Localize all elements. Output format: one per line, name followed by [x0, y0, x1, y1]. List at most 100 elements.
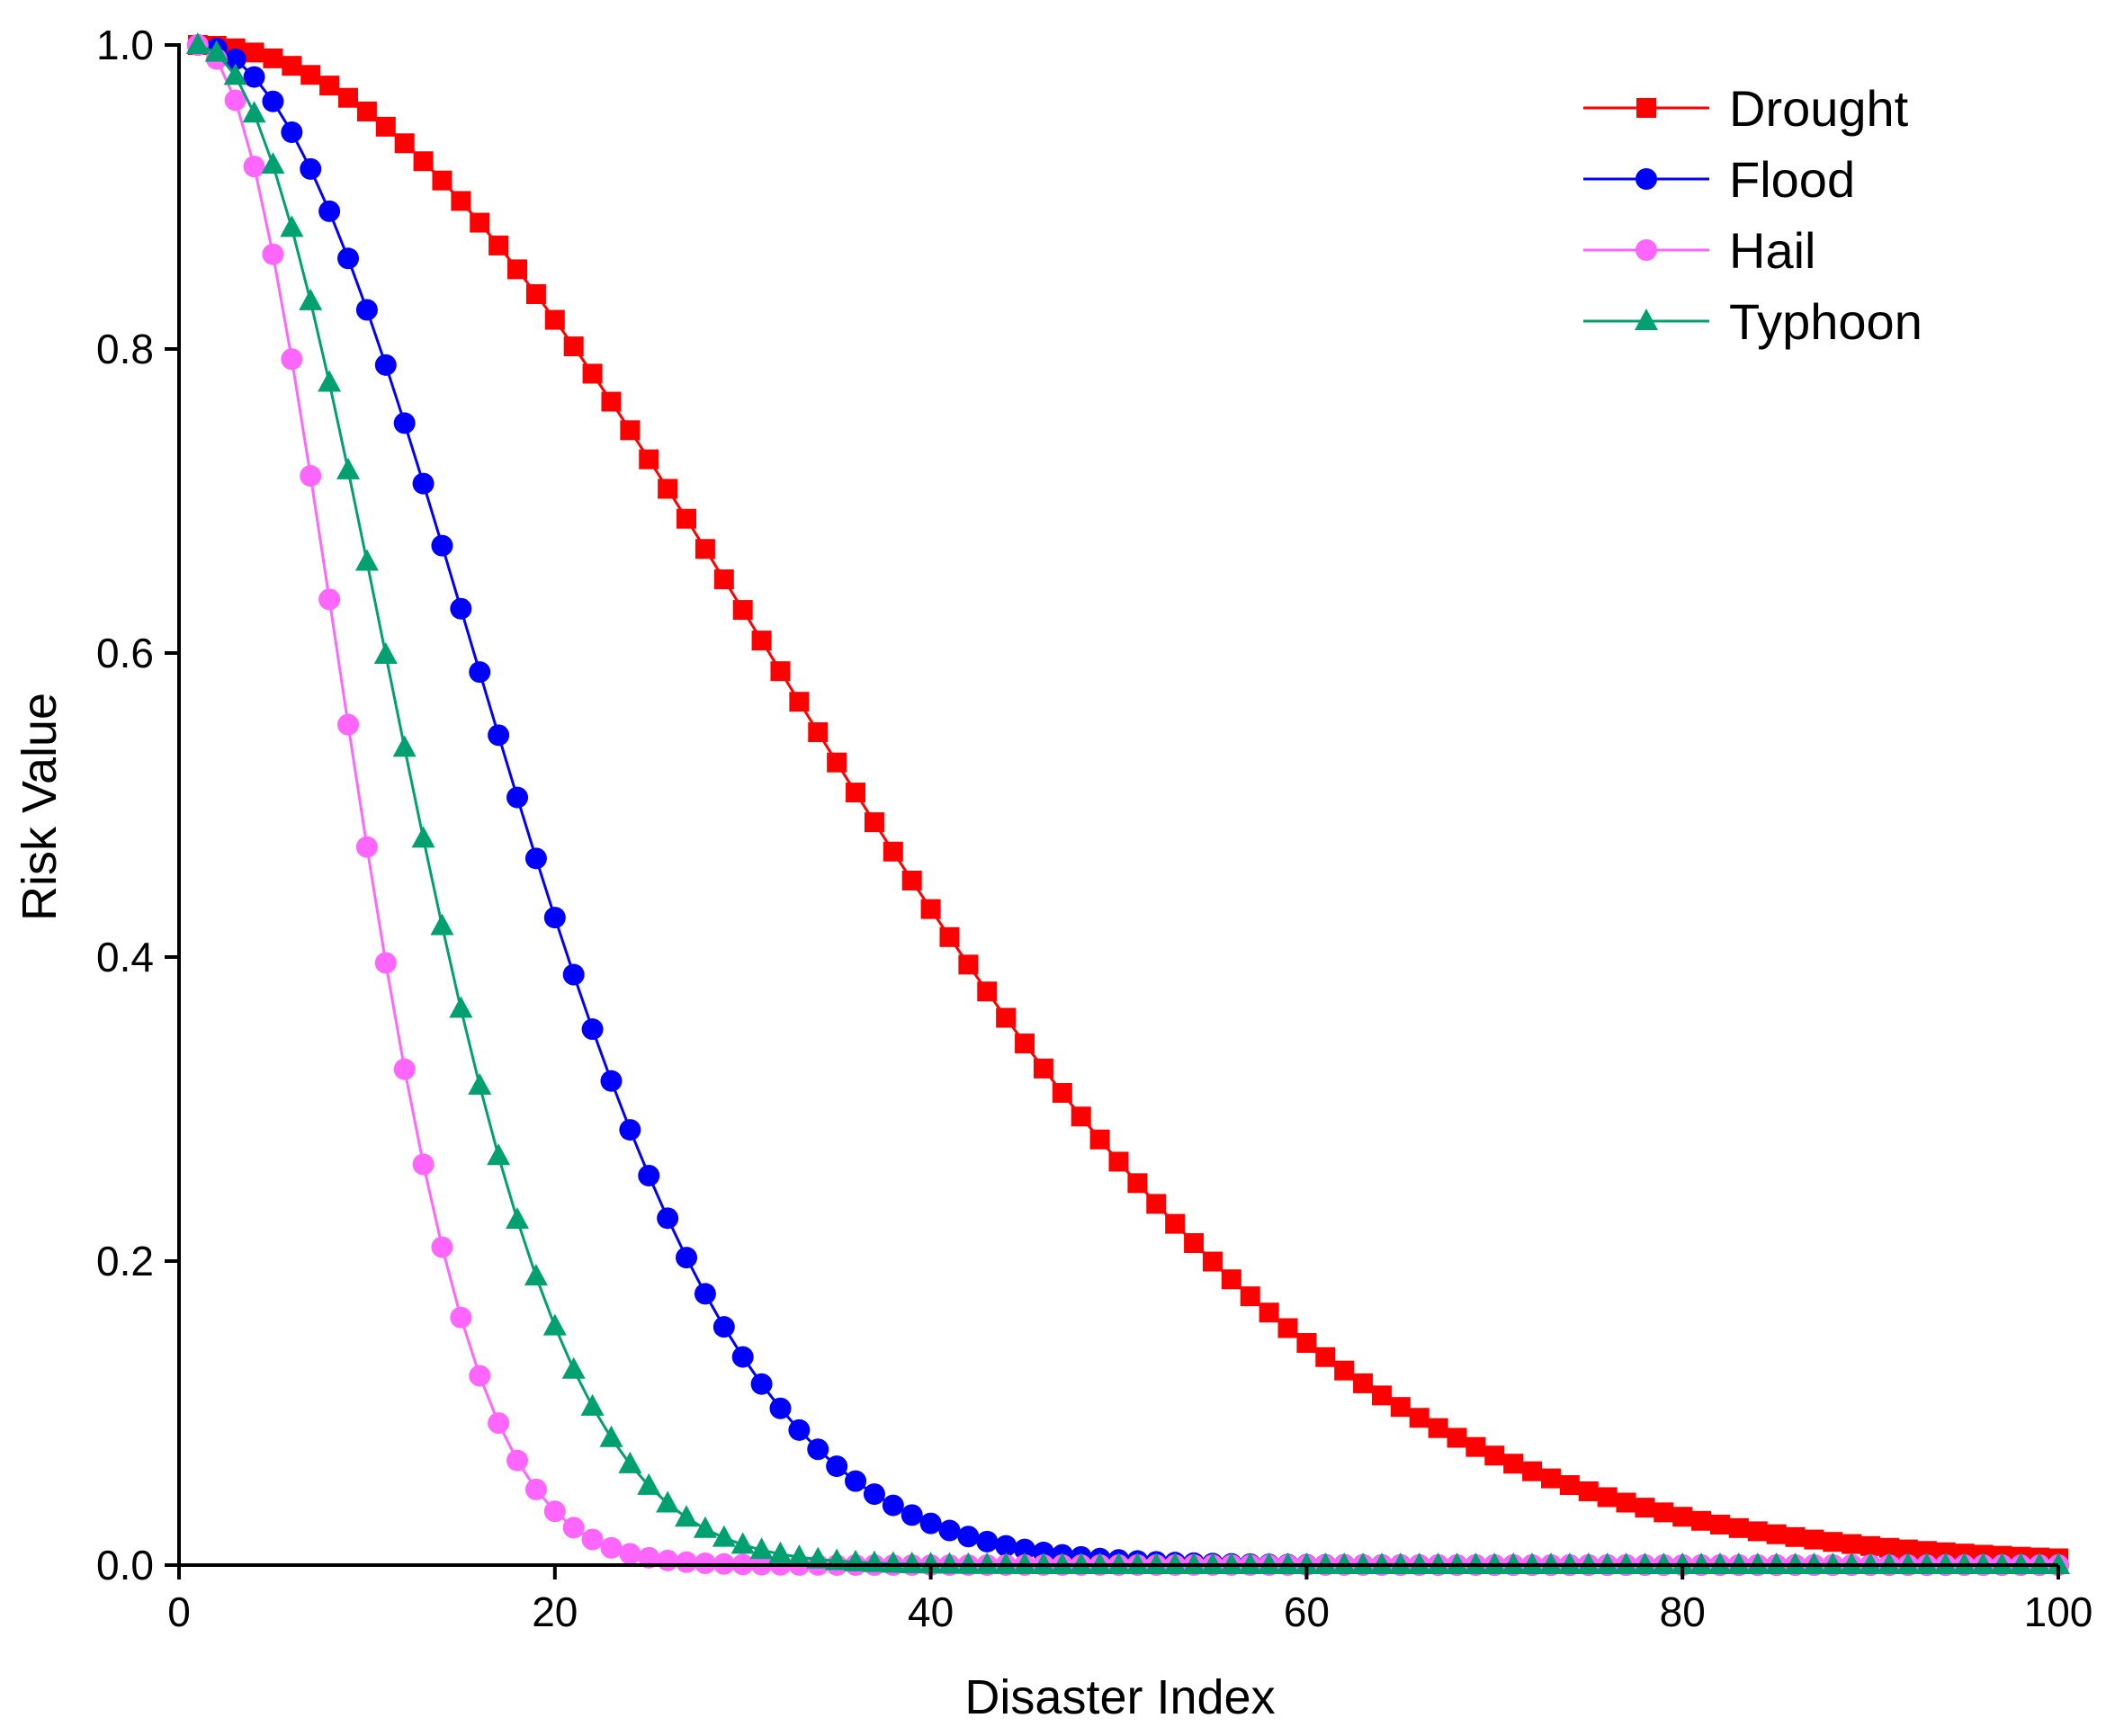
data-point-drought [1897, 1539, 1918, 1560]
data-point-typhoon [336, 457, 361, 479]
data-point-typhoon [919, 1552, 943, 1574]
data-point-typhoon [392, 735, 417, 757]
data-point-drought [1409, 1408, 1429, 1428]
data-point-drought [1015, 1034, 1035, 1054]
legend-item-drought: Drought [1583, 80, 1909, 137]
data-point-drought [1766, 1524, 1787, 1544]
data-point-flood [769, 1397, 792, 1419]
data-point-drought [338, 87, 359, 108]
data-point-typhoon [204, 40, 229, 62]
legend: Drought Flood Hail Typhoon [1583, 80, 1922, 350]
data-point-typhoon [1182, 1552, 1206, 1574]
data-point-drought [1277, 1318, 1298, 1338]
data-point-flood [638, 1164, 660, 1186]
data-point-typhoon [373, 642, 398, 665]
data-point-drought [470, 212, 490, 233]
data-point-flood [882, 1494, 904, 1517]
data-point-typhoon [693, 1516, 717, 1538]
data-point-drought [620, 420, 641, 441]
data-point-drought [1860, 1535, 1881, 1556]
data-point-drought [770, 661, 791, 682]
legend-item-flood: Flood [1583, 151, 1855, 208]
data-point-flood [562, 963, 585, 986]
data-point-drought [525, 283, 546, 304]
data-point-drought [1804, 1529, 1824, 1550]
data-point-flood [1014, 1538, 1036, 1561]
legend-item-typhoon: Typhoon [1583, 293, 1922, 350]
data-point-drought [244, 42, 264, 63]
data-point-drought [1785, 1526, 1806, 1547]
data-point-typhoon [730, 1532, 755, 1554]
data-point-drought [507, 259, 528, 280]
data-point-drought [1728, 1517, 1749, 1538]
data-point-hail [374, 952, 397, 974]
data-point-drought [1559, 1475, 1580, 1496]
data-point-drought [883, 841, 903, 862]
data-point-typhoon [524, 1264, 548, 1286]
data-point-flood [731, 1346, 754, 1368]
data-point-drought [1447, 1427, 1467, 1448]
data-point-typhoon [487, 1143, 511, 1166]
data-point-typhoon [468, 1072, 492, 1095]
data-point-drought [1296, 1333, 1317, 1354]
data-point-hail [638, 1546, 660, 1569]
data-point-drought [901, 870, 922, 890]
data-point-typhoon [956, 1552, 981, 1574]
data-point-typhoon [787, 1544, 811, 1567]
data-point-flood [318, 200, 341, 222]
data-point-flood [826, 1455, 848, 1478]
data-point-typhoon [299, 288, 323, 310]
data-point-drought [958, 954, 979, 975]
data-point-flood [412, 472, 435, 495]
legend-marker [1636, 98, 1656, 118]
legend-item-hail: Hail [1583, 222, 1815, 279]
data-point-drought [1033, 1058, 1053, 1078]
data-point-drought [977, 981, 998, 1002]
data-point-flood [488, 724, 510, 747]
data-point-typhoon [411, 826, 435, 848]
data-point-flood [676, 1247, 698, 1269]
data-point-flood [712, 1316, 735, 1338]
y-tick-label: 0.2 [96, 1238, 154, 1284]
data-point-typhoon [1013, 1552, 1037, 1574]
data-point-flood [581, 1018, 604, 1041]
data-point-drought [789, 692, 810, 712]
data-point-hail [431, 1236, 453, 1258]
data-point-drought [639, 449, 659, 470]
data-point-drought [732, 600, 753, 621]
data-point-drought [1334, 1360, 1355, 1381]
data-point-hail [657, 1549, 679, 1571]
data-point-flood [694, 1283, 716, 1305]
data-point-flood [393, 412, 416, 434]
data-point-drought [1691, 1510, 1712, 1531]
data-point-flood [355, 299, 378, 321]
data-point-drought [1202, 1251, 1223, 1272]
data-point-typhoon [618, 1451, 642, 1473]
legend-marker [1636, 168, 1657, 190]
data-point-drought [488, 235, 509, 255]
data-point-drought [1842, 1534, 1862, 1554]
data-point-flood [543, 907, 566, 929]
data-point-drought [939, 926, 960, 947]
data-point-typhoon [449, 996, 473, 1018]
data-point-drought [846, 783, 866, 803]
data-point-typhoon [656, 1490, 680, 1513]
data-point-drought [432, 170, 453, 191]
y-tick-label: 0.4 [96, 934, 154, 980]
data-point-typhoon [506, 1207, 530, 1230]
data-point-drought [1635, 1498, 1655, 1518]
data-point-drought [282, 56, 302, 76]
data-point-typhoon [712, 1525, 736, 1547]
data-point-typhoon [318, 370, 342, 392]
series-drought [187, 35, 2068, 1569]
data-point-flood [224, 48, 246, 70]
data-point-hail [281, 348, 303, 371]
data-point-typhoon [994, 1552, 1018, 1574]
data-point-drought [808, 722, 829, 743]
data-point-typhoon [1050, 1552, 1074, 1574]
data-point-flood [469, 661, 491, 684]
data-point-drought [1240, 1286, 1260, 1307]
data-point-flood [600, 1069, 623, 1092]
data-point-drought [1465, 1436, 1486, 1457]
